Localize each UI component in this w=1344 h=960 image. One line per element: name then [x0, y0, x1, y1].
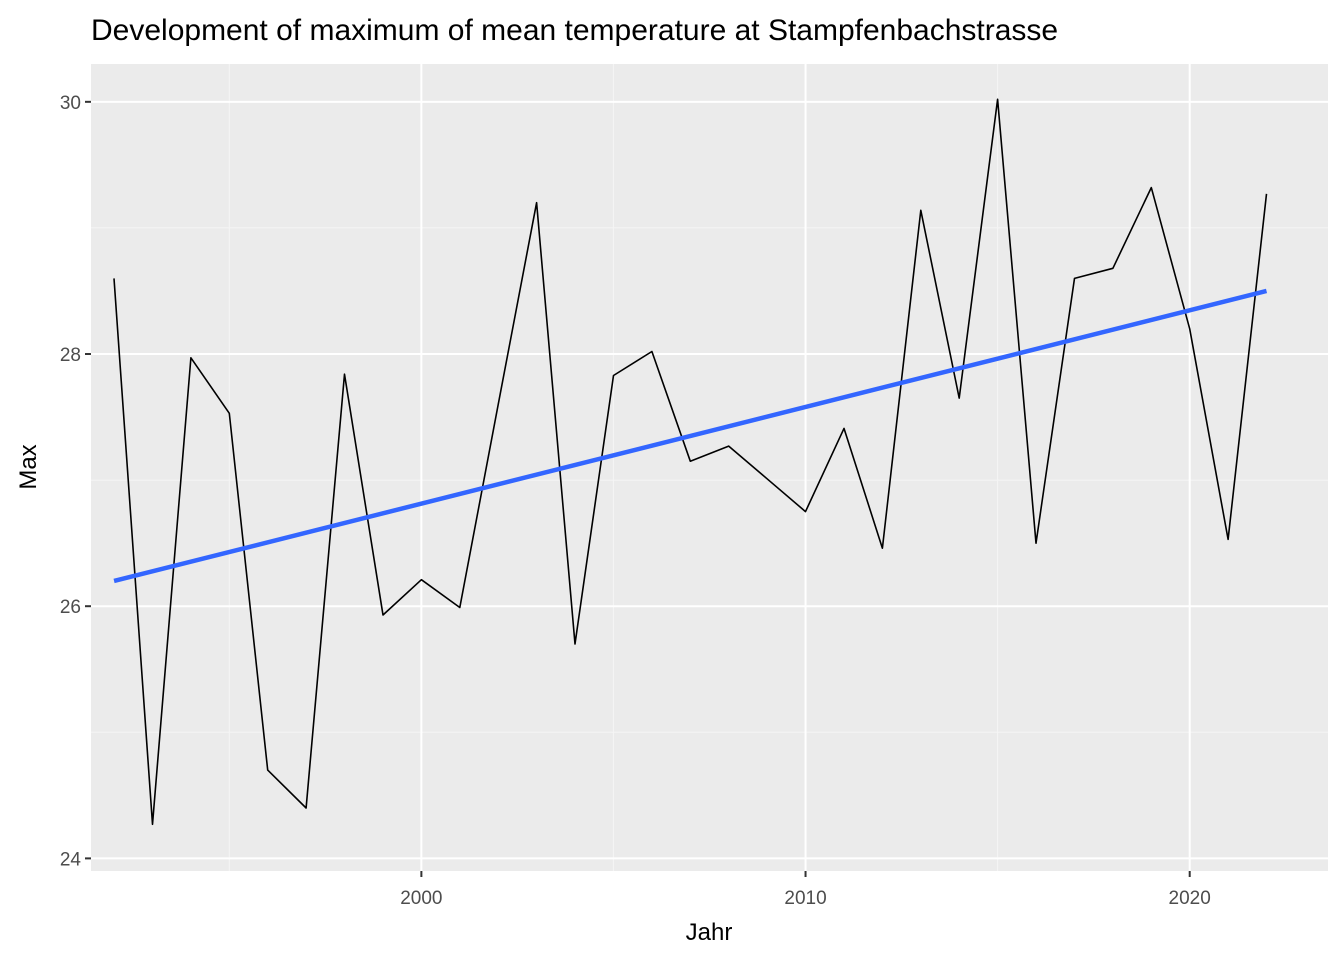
x-tick-label: 2020: [1169, 888, 1211, 909]
y-tick-label: 24: [60, 849, 82, 870]
y-axis-title: Max: [15, 444, 42, 489]
x-tick-label: 2000: [400, 888, 442, 909]
x-tick-label: 2010: [784, 888, 826, 909]
x-axis-title: Jahr: [686, 919, 733, 946]
y-tick-label: 26: [60, 597, 81, 618]
series-layer: [113, 98, 1268, 826]
trend-line: [113, 288, 1268, 584]
y-tick-label: 28: [60, 345, 81, 366]
tick-marks: [85, 100, 1191, 877]
chart-title: Development of maximum of mean temperatu…: [91, 14, 1058, 47]
tick-labels: 24 26 28 30 2000 2010 2020: [60, 93, 1211, 909]
grid-lines: [91, 64, 1328, 871]
y-tick-label: 30: [60, 93, 81, 114]
plot-panel: [91, 64, 1328, 871]
